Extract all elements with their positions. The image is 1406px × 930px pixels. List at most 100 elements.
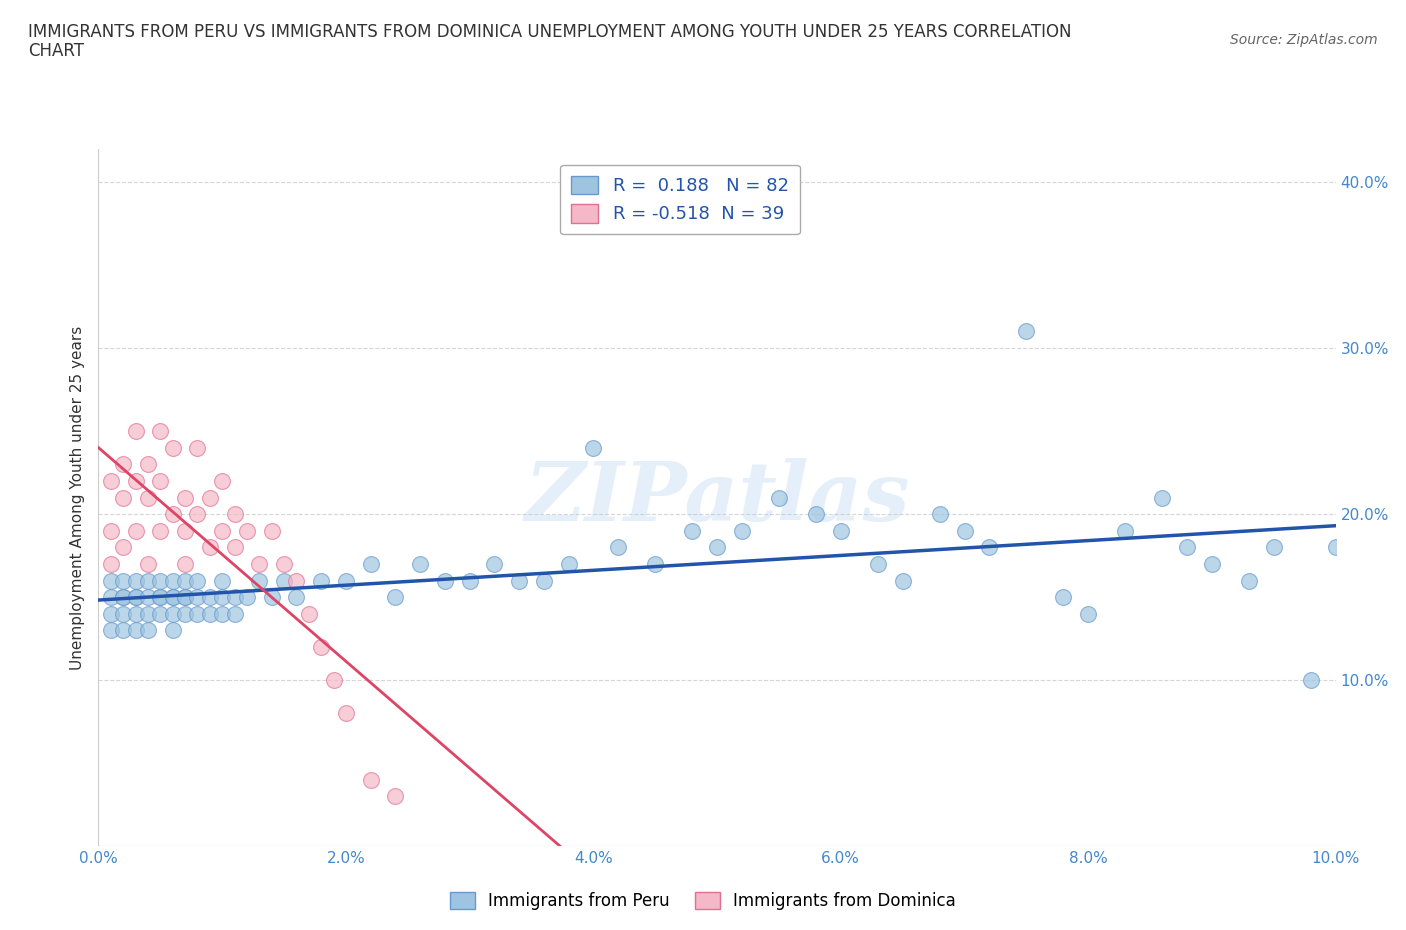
Point — [360, 773, 382, 788]
Point — [484, 556, 506, 571]
Point — [174, 590, 197, 604]
Point — [124, 623, 146, 638]
Point — [1114, 524, 1136, 538]
Point — [891, 573, 914, 588]
Point — [928, 507, 950, 522]
Point — [100, 573, 122, 588]
Point — [1237, 573, 1260, 588]
Point — [149, 524, 172, 538]
Point — [309, 640, 332, 655]
Point — [124, 606, 146, 621]
Point — [644, 556, 666, 571]
Point — [100, 473, 122, 488]
Point — [236, 524, 259, 538]
Point — [149, 473, 172, 488]
Point — [198, 606, 221, 621]
Point — [335, 706, 357, 721]
Point — [309, 573, 332, 588]
Point — [112, 540, 135, 555]
Point — [1152, 490, 1174, 505]
Point — [174, 490, 197, 505]
Point — [149, 590, 172, 604]
Point — [224, 606, 246, 621]
Point — [186, 590, 208, 604]
Point — [174, 556, 197, 571]
Point — [112, 590, 135, 604]
Point — [433, 573, 456, 588]
Point — [285, 573, 308, 588]
Point — [953, 524, 976, 538]
Point — [100, 524, 122, 538]
Point — [211, 573, 233, 588]
Point — [236, 590, 259, 604]
Point — [1052, 590, 1074, 604]
Point — [174, 606, 197, 621]
Text: IMMIGRANTS FROM PERU VS IMMIGRANTS FROM DOMINICA UNEMPLOYMENT AMONG YOUTH UNDER : IMMIGRANTS FROM PERU VS IMMIGRANTS FROM … — [28, 23, 1071, 41]
Point — [1263, 540, 1285, 555]
Point — [706, 540, 728, 555]
Point — [112, 590, 135, 604]
Legend: R =  0.188   N = 82, R = -0.518  N = 39: R = 0.188 N = 82, R = -0.518 N = 39 — [561, 165, 800, 234]
Point — [1299, 672, 1322, 687]
Point — [198, 540, 221, 555]
Point — [162, 440, 184, 455]
Point — [136, 556, 159, 571]
Point — [360, 556, 382, 571]
Point — [124, 473, 146, 488]
Point — [384, 590, 406, 604]
Point — [830, 524, 852, 538]
Point — [211, 524, 233, 538]
Point — [100, 606, 122, 621]
Point — [100, 590, 122, 604]
Point — [174, 524, 197, 538]
Point — [136, 590, 159, 604]
Point — [174, 573, 197, 588]
Point — [112, 606, 135, 621]
Point — [149, 606, 172, 621]
Point — [162, 507, 184, 522]
Text: Source: ZipAtlas.com: Source: ZipAtlas.com — [1230, 33, 1378, 46]
Point — [508, 573, 530, 588]
Point — [322, 672, 344, 687]
Point — [162, 590, 184, 604]
Point — [136, 457, 159, 472]
Point — [112, 623, 135, 638]
Point — [557, 556, 579, 571]
Point — [100, 623, 122, 638]
Point — [607, 540, 630, 555]
Y-axis label: Unemployment Among Youth under 25 years: Unemployment Among Youth under 25 years — [70, 326, 86, 670]
Text: ZIPatlas: ZIPatlas — [524, 458, 910, 538]
Point — [1324, 540, 1347, 555]
Point — [1201, 556, 1223, 571]
Point — [100, 556, 122, 571]
Point — [186, 606, 208, 621]
Point — [186, 573, 208, 588]
Legend: Immigrants from Peru, Immigrants from Dominica: Immigrants from Peru, Immigrants from Do… — [443, 885, 963, 917]
Point — [112, 490, 135, 505]
Point — [124, 590, 146, 604]
Point — [458, 573, 481, 588]
Point — [224, 507, 246, 522]
Point — [136, 573, 159, 588]
Point — [198, 490, 221, 505]
Point — [124, 590, 146, 604]
Point — [260, 590, 283, 604]
Point — [273, 573, 295, 588]
Point — [285, 590, 308, 604]
Point — [273, 556, 295, 571]
Text: CHART: CHART — [28, 42, 84, 60]
Point — [384, 789, 406, 804]
Point — [136, 490, 159, 505]
Point — [1015, 324, 1038, 339]
Point — [112, 573, 135, 588]
Point — [211, 473, 233, 488]
Point — [211, 590, 233, 604]
Point — [1175, 540, 1198, 555]
Point — [260, 524, 283, 538]
Point — [247, 573, 270, 588]
Point — [211, 606, 233, 621]
Point — [149, 424, 172, 439]
Point — [162, 623, 184, 638]
Point — [582, 440, 605, 455]
Point — [247, 556, 270, 571]
